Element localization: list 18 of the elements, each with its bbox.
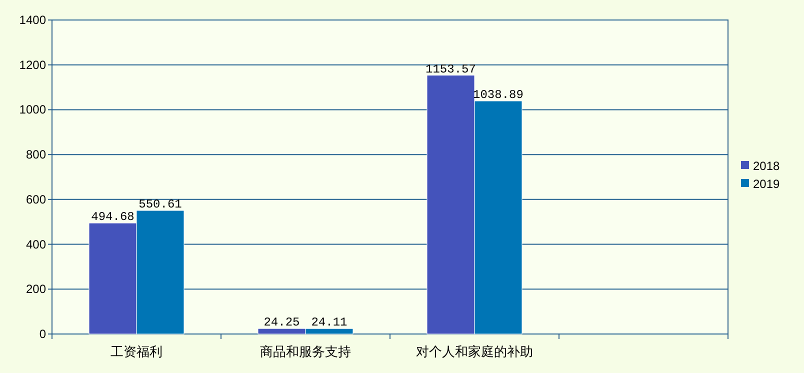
y-tick-label: 1200 — [19, 58, 46, 72]
y-tick-label: 0 — [39, 327, 46, 341]
data-label: 24.25 — [264, 316, 300, 330]
data-label: 24.11 — [311, 316, 348, 330]
y-tick-label: 400 — [26, 237, 46, 252]
x-tick-label: 工资福利 — [110, 345, 162, 360]
y-tick-label: 600 — [26, 192, 46, 206]
y-tick-label: 1000 — [19, 102, 46, 117]
y-tick-label: 200 — [26, 282, 46, 296]
y-tick-label: 1400 — [19, 13, 46, 27]
x-tick-label: 对个人和家庭的补助 — [416, 344, 533, 360]
legend-label: 2019 — [753, 177, 780, 191]
legend-label: 2018 — [753, 159, 780, 173]
x-tick-label: 商品和服务支持 — [260, 345, 351, 360]
data-label: 494.68 — [91, 210, 134, 224]
data-label: 1153.57 — [426, 62, 476, 76]
data-label: 550.61 — [138, 198, 182, 212]
y-tick-label: 800 — [26, 148, 46, 162]
